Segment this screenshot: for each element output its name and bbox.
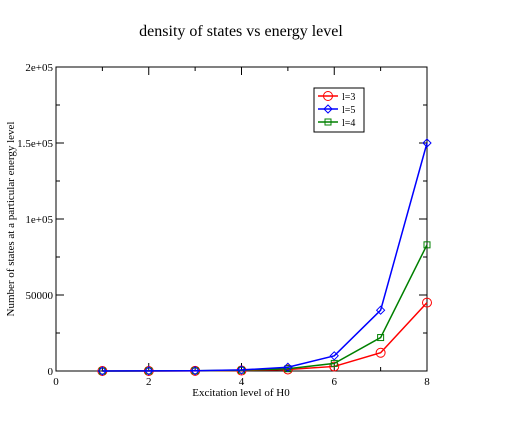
x-axis-label: Excitation level of H0 <box>192 387 290 399</box>
square-marker <box>324 118 332 126</box>
x-tick-label: 4 <box>239 376 245 388</box>
x-tick-label: 0 <box>53 376 59 388</box>
diamond-marker <box>236 365 247 375</box>
legend-label: l=5 <box>342 105 355 116</box>
y-axis: 0 50000 1e+05 1.5e+05 2e+05 <box>17 62 427 378</box>
legend-item: l=4 <box>318 118 355 129</box>
y-tick-label: 50000 <box>26 290 54 302</box>
square-marker <box>423 241 431 249</box>
series-l=4 <box>98 241 431 375</box>
series-line <box>102 142 428 372</box>
circle-marker <box>375 347 386 358</box>
legend: l=3 l=5 l=4 <box>313 87 365 133</box>
y-tick-label: 1e+05 <box>25 214 53 226</box>
x-tick-label: 2 <box>146 376 152 388</box>
diamond-marker <box>329 351 339 361</box>
chart-title: density of states vs energy level <box>139 23 343 40</box>
diamond-marker <box>375 305 386 315</box>
y-axis-label: Number of states at a particular energy … <box>5 122 17 317</box>
plot-frame <box>55 66 428 372</box>
diamond-marker <box>283 362 293 372</box>
diamond-marker <box>97 366 108 376</box>
y-tick-label: 2e+05 <box>25 62 53 74</box>
x-axis: 0 2 4 6 8 <box>53 67 430 388</box>
x-tick-label: 6 <box>332 376 338 388</box>
square-marker <box>377 334 385 342</box>
legend-label: l=3 <box>342 92 355 103</box>
legend-label: l=4 <box>342 118 355 129</box>
legend-item: l=3 <box>318 91 355 103</box>
diamond-marker <box>422 138 432 148</box>
circle-marker <box>329 361 340 372</box>
circle-marker <box>323 91 333 101</box>
legend-box <box>313 87 365 133</box>
diamond-marker <box>144 366 154 376</box>
series-l=5 <box>97 138 432 376</box>
y-tick-label: 0 <box>48 366 54 378</box>
y-tick-label: 1.5e+05 <box>17 138 53 150</box>
series-layer <box>97 138 432 376</box>
circle-marker <box>422 297 432 308</box>
x-tick-label: 8 <box>424 376 430 388</box>
diamond-marker <box>190 365 200 376</box>
legend-item: l=5 <box>318 104 355 116</box>
diamond-marker <box>323 104 333 114</box>
